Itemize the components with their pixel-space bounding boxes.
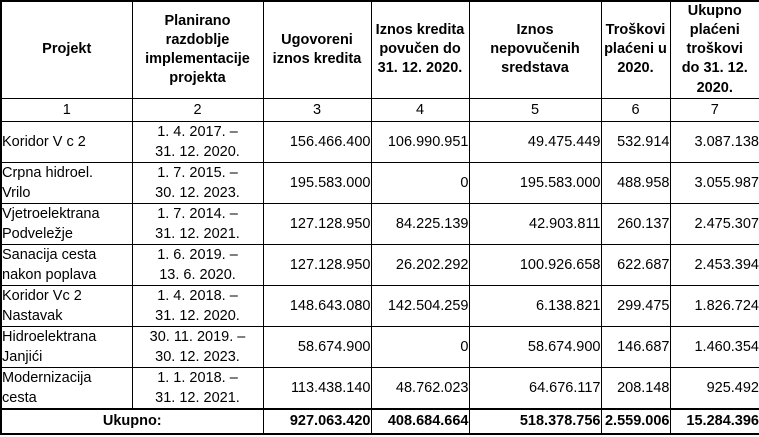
total-costs: 3.055.987 — [669, 161, 759, 204]
contracted-amount: 148.643.080 — [262, 284, 372, 327]
contracted-amount: 156.466.400 — [262, 120, 372, 163]
table-row: Modernizacija cesta 1. 1. 2018. – 31. 12… — [0, 366, 759, 410]
project-name: Sanacija cesta nakon poplava — [0, 243, 133, 286]
project-name: Hidroelektrana Janjići — [0, 325, 133, 368]
total-contracted-amount: 927.063.420 — [262, 407, 372, 435]
col-number: 1 — [0, 97, 133, 122]
unwithdrawn-amount: 49.475.449 — [468, 120, 602, 163]
withdrawn-amount: 26.202.292 — [370, 243, 470, 286]
withdrawn-amount: 84.225.139 — [370, 202, 470, 245]
col-number: 5 — [468, 97, 602, 122]
project-name: Vjetroelektrana Podveležje — [0, 202, 133, 245]
project-name: Modernizacija cesta — [0, 366, 133, 410]
contracted-amount: 113.438.140 — [262, 366, 372, 410]
total-label: Ukupno: — [0, 407, 264, 435]
contracted-amount: 127.128.950 — [262, 202, 372, 245]
costs-2020: 488.958 — [600, 161, 671, 204]
implementation-period: 1. 6. 2019. – 13. 6. 2020. — [131, 243, 264, 286]
total-costs-2020: 2.559.006 — [600, 407, 671, 435]
table-row: Koridor V c 2 1. 4. 2017. – 31. 12. 2020… — [0, 120, 759, 163]
col-header-ukupno-troskovi: Ukupno plaćeni troškovi do 31. 12. 2020. — [669, 0, 759, 99]
total-row: Ukupno: 927.063.420 408.684.664 518.378.… — [0, 407, 759, 435]
costs-2020: 208.148 — [600, 366, 671, 410]
withdrawn-amount: 0 — [370, 161, 470, 204]
total-costs: 3.087.138 — [669, 120, 759, 163]
col-number: 3 — [262, 97, 372, 122]
implementation-period: 1. 7. 2015. – 30. 12. 2023. — [131, 161, 264, 204]
total-costs: 1.826.724 — [669, 284, 759, 327]
contracted-amount: 195.583.000 — [262, 161, 372, 204]
total-total-costs: 15.284.396 — [669, 407, 759, 435]
col-header-ugovoreni-iznos: Ugovoreni iznos kredita — [262, 0, 372, 99]
implementation-period: 30. 11. 2019. – 30. 12. 2023. — [131, 325, 264, 368]
costs-2020: 146.687 — [600, 325, 671, 368]
total-costs: 1.460.354 — [669, 325, 759, 368]
table-row: Koridor Vc 2 Nastavak 1. 4. 2018. – 31. … — [0, 284, 759, 327]
header-row: Projekt Planirano razdoblje implementaci… — [0, 0, 759, 99]
project-name: Koridor Vc 2 Nastavak — [0, 284, 133, 327]
unwithdrawn-amount: 100.926.658 — [468, 243, 602, 286]
col-number: 2 — [131, 97, 264, 122]
withdrawn-amount: 142.504.259 — [370, 284, 470, 327]
col-header-projekt: Projekt — [0, 0, 133, 99]
costs-2020: 260.137 — [600, 202, 671, 245]
unwithdrawn-amount: 195.583.000 — [468, 161, 602, 204]
col-header-nepovucena-sredstva: Iznos nepovučenih sredstava — [468, 0, 602, 99]
col-number: 4 — [370, 97, 470, 122]
implementation-period: 1. 4. 2017. – 31. 12. 2020. — [131, 120, 264, 163]
table-row: Hidroelektrana Janjići 30. 11. 2019. – 3… — [0, 325, 759, 368]
implementation-period: 1. 1. 2018. – 31. 12. 2021. — [131, 366, 264, 410]
withdrawn-amount: 0 — [370, 325, 470, 368]
table-row: Vjetroelektrana Podveležje 1. 7. 2014. –… — [0, 202, 759, 245]
contracted-amount: 58.674.900 — [262, 325, 372, 368]
total-costs: 2.475.307 — [669, 202, 759, 245]
table-row: Crpna hidroel. Vrilo 1. 7. 2015. – 30. 1… — [0, 161, 759, 204]
costs-2020: 532.914 — [600, 120, 671, 163]
costs-2020: 622.687 — [600, 243, 671, 286]
column-number-row: 1 2 3 4 5 6 7 — [0, 97, 759, 122]
implementation-period: 1. 7. 2014. – 31. 12. 2021. — [131, 202, 264, 245]
total-withdrawn-amount: 408.684.664 — [370, 407, 470, 435]
unwithdrawn-amount: 64.676.117 — [468, 366, 602, 410]
withdrawn-amount: 48.762.023 — [370, 366, 470, 410]
total-unwithdrawn-amount: 518.378.756 — [468, 407, 602, 435]
costs-2020: 299.475 — [600, 284, 671, 327]
col-header-troskovi-2020: Troškovi plaćeni u 2020. — [600, 0, 671, 99]
withdrawn-amount: 106.990.951 — [370, 120, 470, 163]
project-name: Koridor V c 2 — [0, 120, 133, 163]
col-header-iznos-povucen: Iznos kredita povučen do 31. 12. 2020. — [370, 0, 470, 99]
col-number: 7 — [669, 97, 759, 122]
implementation-period: 1. 4. 2018. – 31. 12. 2020. — [131, 284, 264, 327]
col-number: 6 — [600, 97, 671, 122]
unwithdrawn-amount: 6.138.821 — [468, 284, 602, 327]
unwithdrawn-amount: 42.903.811 — [468, 202, 602, 245]
total-costs: 925.492 — [669, 366, 759, 410]
unwithdrawn-amount: 58.674.900 — [468, 325, 602, 368]
total-costs: 2.453.394 — [669, 243, 759, 286]
col-header-razdoblje: Planirano razdoblje implementacije proje… — [131, 0, 264, 99]
project-name: Crpna hidroel. Vrilo — [0, 161, 133, 204]
contracted-amount: 127.128.950 — [262, 243, 372, 286]
table-row: Sanacija cesta nakon poplava 1. 6. 2019.… — [0, 243, 759, 286]
